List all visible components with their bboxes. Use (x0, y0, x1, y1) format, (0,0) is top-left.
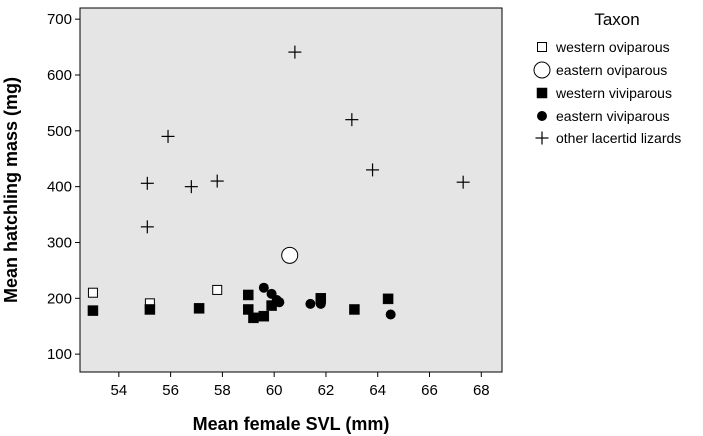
x-tick-label: 56 (162, 382, 179, 399)
point-other-lacertid-lizards (140, 176, 154, 190)
point-other-lacertid-lizards (210, 174, 224, 188)
legend-label-other-lacertid-lizards: other lacertid lizards (556, 130, 681, 146)
x-tick-label: 58 (214, 382, 231, 399)
point-western-oviparous (87, 287, 98, 298)
point-western-viviparous (258, 310, 270, 322)
point-western-viviparous (349, 304, 360, 315)
point-other-lacertid-lizards (456, 175, 470, 189)
x-tick-label: 54 (110, 382, 127, 399)
point-western-viviparous (144, 304, 156, 315)
legend-marker-eastern-oviparous (533, 61, 551, 79)
x-tick-label: 64 (369, 382, 386, 399)
legend-label-eastern-viviparous: eastern viviparous (556, 108, 670, 124)
point-western-oviparous (212, 284, 223, 295)
y-tick-label: 200 (47, 290, 72, 307)
x-tick-label: 60 (266, 382, 283, 399)
point-eastern-viviparous (258, 282, 269, 293)
y-tick-label: 600 (47, 67, 72, 84)
plot-area (79, 7, 503, 373)
point-western-viviparous (243, 289, 254, 301)
point-other-lacertid-lizards (140, 220, 154, 234)
legend-label-western-viviparous: western viviparous (555, 85, 672, 101)
point-other-lacertid-lizards (161, 129, 175, 143)
point-other-lacertid-lizards (184, 180, 198, 194)
legend-label-western-oviparous: western oviparous (555, 39, 670, 55)
y-axis: 100 200 300 400 500 600 700 (47, 11, 80, 363)
point-western-viviparous (382, 293, 394, 305)
legend: Taxon western oviparous eastern oviparous… (533, 10, 681, 146)
point-western-viviparous (193, 303, 205, 314)
legend-marker-eastern-viviparous (537, 111, 547, 121)
point-eastern-viviparous (274, 297, 285, 308)
legend-marker-western-oviparous (537, 42, 547, 52)
data-points (87, 45, 470, 324)
point-eastern-viviparous (315, 298, 326, 309)
point-western-viviparous (87, 305, 99, 316)
y-tick-label: 300 (47, 234, 72, 251)
x-tick-label: 66 (421, 382, 438, 399)
point-western-viviparous (248, 312, 259, 324)
x-tick-label: 62 (318, 382, 335, 399)
legend-title: Taxon (594, 10, 639, 29)
legend-label-eastern-oviparous: eastern oviparous (556, 62, 667, 78)
y-tick-label: 500 (47, 123, 72, 140)
point-eastern-viviparous (385, 309, 396, 320)
point-other-lacertid-lizards (345, 113, 359, 127)
y-tick-label: 400 (47, 179, 72, 196)
y-axis-title: Mean hatchling mass (mg) (1, 77, 21, 303)
legend-marker-other-lacertid-lizards (535, 131, 549, 145)
point-other-lacertid-lizards (366, 163, 380, 177)
y-tick-label: 100 (47, 346, 72, 363)
y-tick-label: 700 (47, 11, 72, 28)
point-other-lacertid-lizards (288, 45, 302, 59)
point-eastern-viviparous (305, 298, 316, 309)
x-axis-title: Mean female SVL (mm) (193, 414, 390, 434)
x-axis: 54 56 58 60 62 64 66 68 (110, 372, 490, 399)
legend-marker-western-viviparous (536, 87, 548, 99)
point-eastern-oviparous (281, 246, 299, 264)
x-tick-label: 68 (473, 382, 490, 399)
